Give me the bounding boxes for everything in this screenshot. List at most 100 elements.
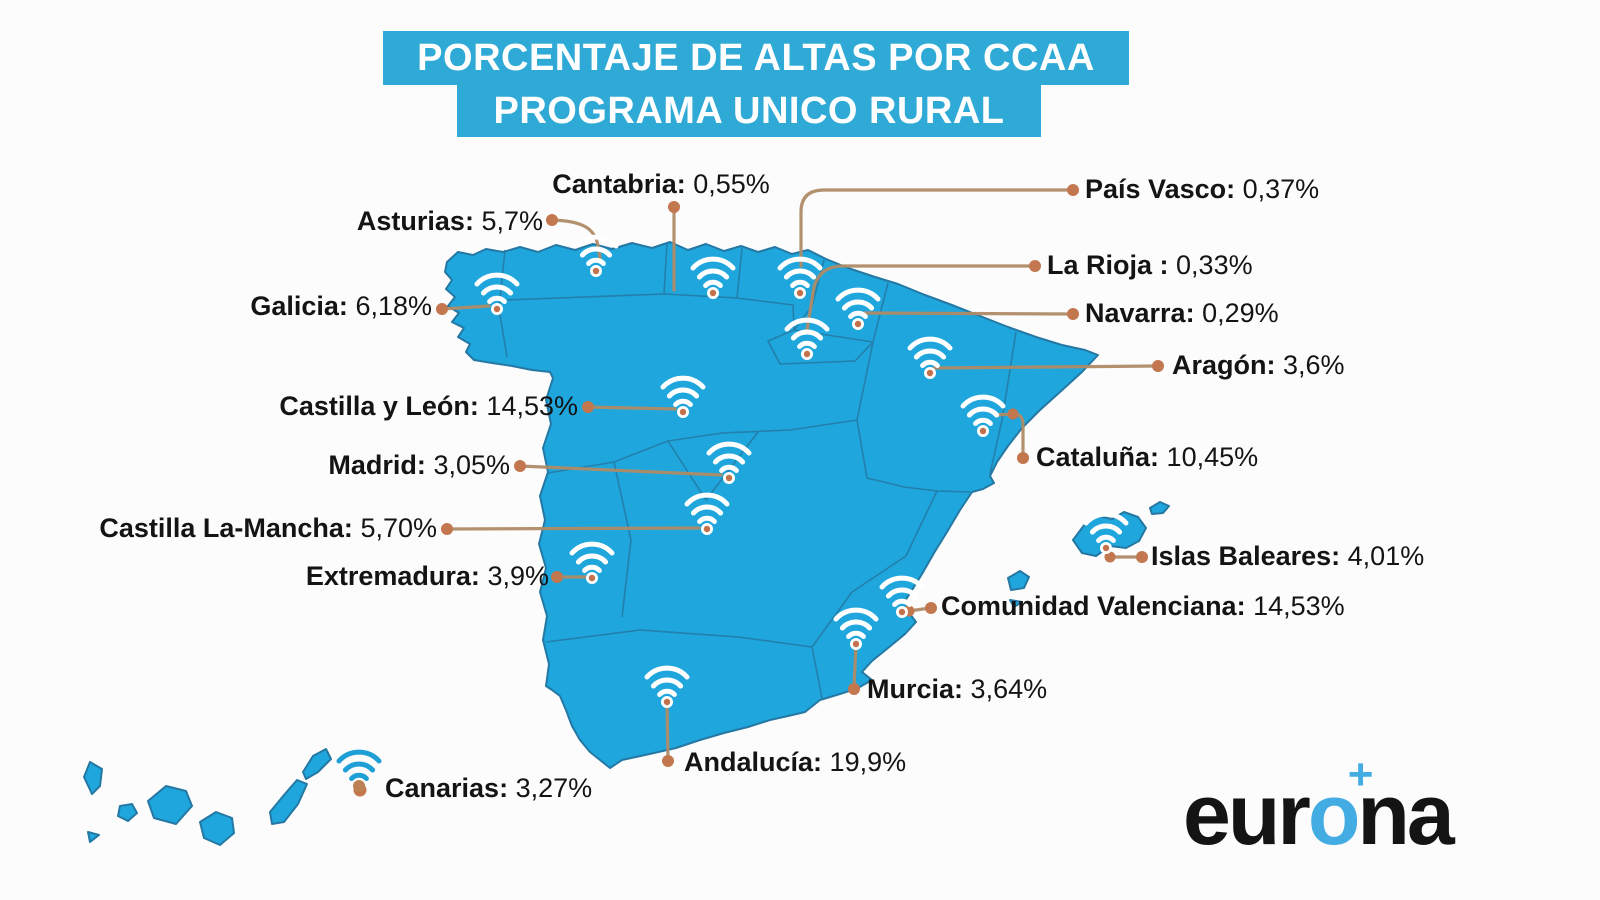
dot-pais-vasco (1067, 184, 1079, 196)
region-label-galicia: Galicia: 6,18% (250, 291, 432, 322)
title-banner-line1: PORCENTAJE DE ALTAS POR CCAA (383, 31, 1129, 85)
connector-castilla-y-leon (586, 405, 677, 411)
el-hierro-shape (87, 831, 100, 843)
region-value: 3,27% (515, 773, 593, 804)
eurona-logo: euro + na (1183, 753, 1455, 859)
dot-extremadura (551, 571, 563, 583)
region-value: 5,7% (481, 206, 543, 237)
region-name: Asturias: (356, 206, 474, 237)
region-value: 6,18% (355, 291, 432, 322)
region-label-islas-baleares: Islas Baleares: 4,01% (1151, 541, 1425, 572)
region-value: 3,9% (487, 561, 549, 592)
region-value: 5,70% (360, 513, 437, 544)
region-label-canarias: Canarias: 3,27% (385, 773, 593, 804)
dot-galicia (436, 303, 448, 315)
region-label-pais-vasco: País Vasco: 0,37% (1085, 174, 1320, 205)
region-label-extremadura: Extremadura: 3,9% (305, 561, 549, 592)
dot-cataluna-icon (1007, 408, 1019, 420)
region-value: 14,53% (486, 391, 578, 422)
dot-aragon (1152, 360, 1164, 372)
region-value: 14,53% (1253, 591, 1345, 622)
connector-la-rioja (805, 264, 1037, 332)
region-label-comunidad-valenciana: Comunidad Valenciana: 14,53% (941, 591, 1345, 622)
region-name: Galicia: (250, 291, 348, 322)
ibiza-shape (1007, 570, 1030, 591)
connector-dots (353, 184, 1164, 797)
tenerife-shape (147, 785, 193, 825)
canary-islands (83, 748, 332, 846)
region-name: País Vasco: (1085, 174, 1236, 205)
region-value: 0,33% (1176, 250, 1253, 281)
la-gomera-shape (117, 803, 138, 822)
title-banner-line2: PROGRAMA UNICO RURAL (457, 85, 1041, 137)
region-label-madrid: Madrid: 3,05% (328, 450, 510, 481)
la-palma-shape (83, 761, 103, 795)
title-line2: PROGRAMA UNICO RURAL (493, 89, 1005, 132)
logo-text-post: na (1357, 767, 1454, 863)
region-name: La Rioja : (1047, 250, 1169, 281)
region-name: Murcia: (867, 674, 964, 705)
dot-islas-baleares-icon (1104, 551, 1116, 563)
region-value: 10,45% (1166, 442, 1259, 473)
connector-asturias (550, 218, 602, 260)
logo-text-pre: eur (1183, 767, 1311, 863)
wifi-icon-canarias (339, 752, 379, 792)
region-value: 19,9% (829, 747, 907, 778)
dot-la-rioja (1029, 260, 1041, 272)
region-label-murcia: Murcia: 3,64% (867, 674, 1048, 705)
region-name: Extremadura: (305, 561, 480, 592)
region-value: 3,64% (970, 674, 1048, 705)
connector-madrid (518, 464, 723, 477)
menorca-shape (1149, 501, 1170, 515)
dot-cantabria (668, 201, 680, 213)
connector-pais-vasco (799, 188, 1075, 268)
region-label-navarra: Navarra: 0,29% (1085, 298, 1279, 329)
connector-castilla-la-mancha (445, 526, 701, 531)
region-name: Castilla y León: (279, 391, 479, 422)
region-name: Aragón: (1172, 350, 1276, 381)
region-name: Comunidad Valenciana: (941, 591, 1246, 622)
region-name: Cantabria: (552, 169, 686, 200)
region-value: 0,29% (1202, 298, 1279, 329)
region-label-la-rioja: La Rioja : 0,33% (1047, 250, 1253, 281)
dot-castilla-y-leon (582, 401, 594, 413)
region-label-asturias: Asturias: 5,7% (356, 206, 543, 237)
region-name: Castilla La-Mancha: (99, 513, 353, 544)
dot-comunidad-valenciana-label (925, 602, 937, 614)
region-label-cantabria: Cantabria: 0,55% (552, 169, 770, 200)
connector-aragon (932, 364, 1160, 370)
logo-o-letter: o (1307, 767, 1361, 863)
connector-lines (440, 188, 1160, 760)
logo-o: o + (1307, 753, 1374, 863)
region-name: Madrid: (328, 450, 426, 481)
region-label-andalucia: Andalucía: 19,9% (684, 747, 907, 778)
dot-cataluna-label (1017, 452, 1029, 464)
connector-andalucia (665, 701, 670, 760)
dot-andalucia (662, 755, 674, 767)
lanzarote-shape (302, 748, 332, 780)
region-name: Navarra: (1085, 298, 1195, 329)
region-name: Islas Baleares: (1151, 541, 1341, 572)
region-label-castilla-y-leon: Castilla y León: 14,53% (279, 391, 578, 422)
region-label-aragon: Aragón: 3,6% (1172, 350, 1345, 381)
formentera-shape (1009, 599, 1023, 608)
region-value: 0,37% (1242, 174, 1320, 205)
region-name: Cataluña: (1036, 442, 1160, 473)
region-label-castilla-la-mancha: Castilla La-Mancha: 5,70% (99, 513, 437, 544)
region-name: Canarias: (385, 773, 509, 804)
title-line1: PORCENTAJE DE ALTAS POR CCAA (417, 36, 1095, 79)
dot-asturias (546, 214, 558, 226)
connector-navarra (862, 311, 1075, 316)
dot-navarra (1067, 308, 1079, 320)
fuerteventura-shape (269, 779, 308, 825)
region-value: 4,01% (1347, 541, 1425, 572)
dot-murcia (848, 683, 860, 695)
connector-galicia (440, 304, 491, 311)
region-value: 0,55% (693, 169, 770, 200)
connector-murcia (852, 643, 858, 689)
region-label-cataluna: Cataluña: 10,45% (1036, 442, 1259, 473)
region-value: 3,6% (1283, 350, 1345, 381)
region-value: 3,05% (433, 450, 510, 481)
